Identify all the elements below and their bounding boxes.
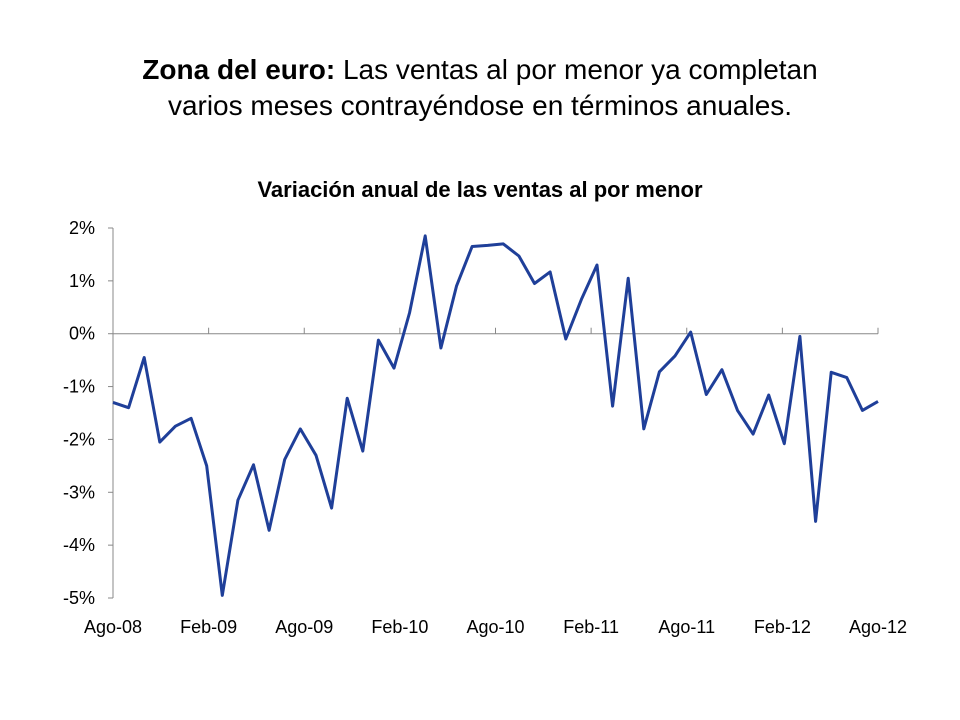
x-axis: Ago-08 Feb-09 Ago-09 Feb-10 Ago-10 Feb-11 Ago-… [84,327,907,637]
chart-title: Variación anual de las ventas al por men… [257,177,703,202]
y-tick-label: 2% [69,218,95,238]
y-axis: 2% 1% 0% -1% -2% -3% -4% -5% [63,218,114,608]
x-tick-label: Ago-11 [658,617,715,637]
y-tick-label: -5% [63,588,95,608]
series-line [112,234,879,597]
x-tick-label: Ago-12 [849,617,907,637]
x-tick-label: Feb-11 [563,617,619,637]
x-tick-label: Feb-09 [180,617,237,637]
x-tick-label: Ago-10 [466,617,524,637]
headline: Zona del euro: Las ventas al por menor y… [0,52,960,124]
x-tick-label: Ago-09 [275,617,333,637]
y-tick-label: -3% [63,482,95,502]
headline-line-1: Zona del euro: Las ventas al por menor y… [0,52,960,88]
headline-line-2: varios meses contrayéndose en términos a… [167,90,793,121]
x-tick-label: Feb-12 [754,617,811,637]
headline-region: Zona del euro: [142,54,336,85]
y-tick-label: -4% [63,535,95,555]
x-tick-label: Feb-10 [371,617,428,637]
y-tick-label: 0% [69,324,95,344]
y-tick-label: -1% [63,377,95,397]
y-tick-label: 1% [69,271,95,291]
y-tick-label: -2% [63,429,95,449]
headline-text-1: Las ventas al por menor ya completan [335,54,818,85]
x-tick-label: Ago-08 [84,617,142,637]
series-group [112,234,879,597]
